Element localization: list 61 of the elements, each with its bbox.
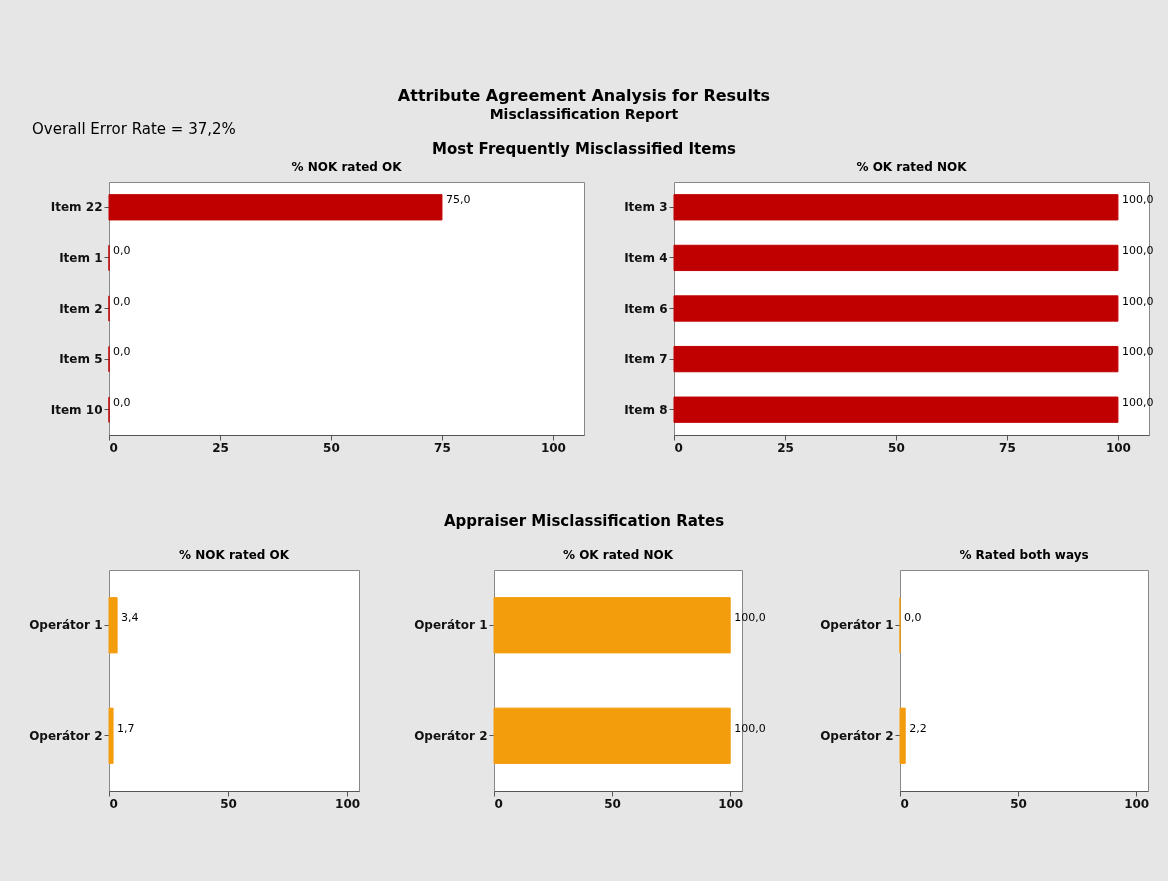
y-tick-label: Item 10 <box>50 402 103 417</box>
y-tick-label: Item 6 <box>624 301 668 316</box>
text: Most Frequently Misclassified Items <box>431 140 737 158</box>
x-tick-label: 0 <box>494 796 503 811</box>
y-tick-label: Operátor 2 <box>414 728 488 743</box>
data-label: 100,0 <box>1121 294 1154 308</box>
data-label: 0,0 <box>113 345 131 359</box>
text: Appraiser Misclassification Rates <box>442 512 726 530</box>
chart-title: % OK rated NOK <box>562 548 674 562</box>
x-tick-label: 75 <box>434 440 451 455</box>
data-label: 100,0 <box>1121 395 1154 409</box>
x-tick-label: 0 <box>109 440 118 455</box>
x-tick-label: 100 <box>540 440 566 455</box>
x-tick-label: 0 <box>900 796 909 811</box>
chart-title: % Rated both ways <box>959 548 1089 562</box>
x-tick-label: 75 <box>999 440 1016 455</box>
y-tick-label: Item 7 <box>624 352 668 367</box>
x-tick-label: 0 <box>674 440 683 455</box>
x-tick-label: 100 <box>718 796 744 811</box>
text: Overall Error Rate = 37,2% <box>32 120 236 138</box>
text: Misclassification Report <box>489 106 679 122</box>
y-tick-label: Item 3 <box>624 200 668 215</box>
y-tick-label: Operátor 1 <box>820 618 894 633</box>
y-tick-label: Item 22 <box>50 200 103 215</box>
data-label: 100,0 <box>1121 243 1154 257</box>
y-tick-label: Item 4 <box>624 250 668 265</box>
data-label: 1,7 <box>117 721 135 735</box>
chart-title: % NOK rated OK <box>178 548 290 562</box>
x-tick-label: 50 <box>604 796 621 811</box>
x-tick-label: 50 <box>220 796 237 811</box>
x-tick-label: 100 <box>1124 796 1150 811</box>
data-label: 0,0 <box>113 294 131 308</box>
data-label: 0,0 <box>904 611 922 625</box>
chart-title: % NOK rated OK <box>291 160 403 174</box>
data-label: 0,0 <box>113 243 131 257</box>
data-label: 3,4 <box>121 611 139 625</box>
x-tick-label: 50 <box>888 440 905 455</box>
x-tick-label: 0 <box>109 796 118 811</box>
y-tick-label: Item 2 <box>59 301 103 316</box>
text: Attribute Agreement Analysis for Results <box>396 86 772 105</box>
x-tick-label: 50 <box>1010 796 1027 811</box>
x-tick-label: 100 <box>335 796 361 811</box>
data-label: 100,0 <box>734 721 766 735</box>
data-label: 100,0 <box>1121 345 1154 359</box>
y-tick-label: Item 1 <box>59 250 103 265</box>
data-label: 100,0 <box>734 611 766 625</box>
data-label: 2,2 <box>909 721 927 735</box>
x-tick-label: 25 <box>777 440 794 455</box>
data-label: 100,0 <box>1121 193 1154 207</box>
y-tick-label: Operátor 2 <box>820 728 894 743</box>
chart-title: % OK rated NOK <box>856 160 968 174</box>
y-tick-label: Operátor 1 <box>414 618 488 633</box>
data-label: 75,0 <box>445 193 471 207</box>
x-tick-label: 25 <box>212 440 229 455</box>
y-tick-label: Item 5 <box>59 352 103 367</box>
x-tick-label: 50 <box>323 440 340 455</box>
y-tick-label: Operátor 1 <box>29 618 103 633</box>
y-tick-label: Item 8 <box>624 402 668 417</box>
data-label: 0,0 <box>113 395 131 409</box>
y-tick-label: Operátor 2 <box>29 728 103 743</box>
x-tick-label: 100 <box>1105 440 1131 455</box>
